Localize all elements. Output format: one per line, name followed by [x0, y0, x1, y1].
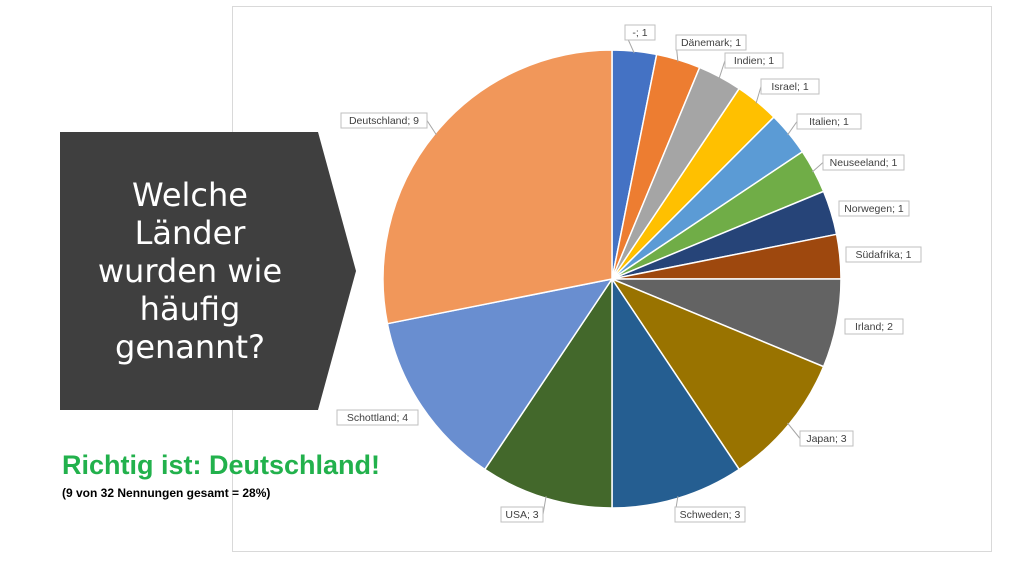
data-label: Indien; 1 [724, 52, 784, 69]
leader-line [542, 496, 547, 515]
pie-slice-schweden [611, 276, 741, 509]
answer-note: (9 von 32 Nennungen gesamt = 28%) [62, 486, 271, 500]
data-label-box [822, 154, 905, 171]
question-text: Welche Länder wurden wie häufig genannt? [60, 132, 320, 410]
question-line: wurden wie [97, 252, 283, 290]
data-label: Japan; 3 [799, 430, 854, 447]
callout-arrow-shape [60, 132, 356, 410]
answer-heading: Richtig ist: Deutschland! [62, 450, 381, 480]
pie-slice-schottland [386, 277, 614, 471]
data-label-box [340, 112, 428, 129]
data-label: Norwegen; 1 [838, 200, 910, 217]
data-label-text: Neuseeland; 1 [830, 157, 898, 169]
data-label-text: Irland; 2 [855, 321, 893, 333]
question-line: genannt? [115, 328, 265, 366]
data-label-box [838, 200, 910, 217]
leader-line [787, 422, 801, 439]
data-label-text: Südafrika; 1 [855, 249, 911, 261]
data-label: Italien; 1 [796, 113, 862, 130]
data-label-box [760, 78, 820, 95]
data-label: Israel; 1 [760, 78, 820, 95]
data-label-box [796, 113, 862, 130]
data-label-text: USA; 3 [505, 509, 538, 521]
data-label-box [724, 52, 784, 69]
leader-line [718, 60, 726, 79]
data-label-box [624, 24, 656, 41]
data-label-text: Israel; 1 [771, 81, 809, 93]
pie-slices [382, 49, 842, 509]
data-label: USA; 3 [500, 506, 544, 523]
data-label: Südafrika; 1 [845, 246, 922, 263]
data-label-box [675, 34, 747, 51]
data-label: Neuseeland; 1 [822, 154, 905, 171]
data-label-box [674, 506, 746, 523]
data-labels: -; 1 Dänemark; 1 Indien; 1 Israel; 1 Italien… [336, 24, 922, 523]
data-label: Schottland; 4 [336, 409, 419, 426]
question-line: Welche [132, 176, 248, 214]
data-label-text: -; 1 [632, 27, 647, 39]
chart-area: -; 1 Dänemark; 1 Indien; 1 Israel; 1 Italien… [232, 6, 992, 552]
data-label: -; 1 [624, 24, 656, 41]
pie-slice-deutschland [382, 49, 613, 325]
data-label-box [844, 318, 904, 335]
data-label-text: Dänemark; 1 [681, 37, 741, 49]
data-label-text: Italien; 1 [809, 116, 849, 128]
data-label: Irland; 2 [844, 318, 904, 335]
data-label: Schweden; 3 [674, 506, 746, 523]
data-label: Deutschland; 9 [340, 112, 428, 129]
leader-line [811, 162, 824, 173]
data-label-text: Norwegen; 1 [844, 203, 904, 215]
data-label-text: Deutschland; 9 [349, 115, 419, 127]
question-callout: Welche Länder wurden wie häufig genannt? [60, 132, 358, 410]
data-label-text: Schottland; 4 [347, 412, 408, 424]
question-line: häufig [139, 290, 241, 328]
leader-line [787, 121, 798, 136]
data-label-box [845, 246, 922, 263]
leader-line [755, 86, 762, 104]
leader-line [426, 120, 437, 136]
pie-chart: -; 1 Dänemark; 1 Indien; 1 Israel; 1 Italien… [336, 24, 922, 523]
data-label-box [500, 506, 544, 523]
data-label-text: Indien; 1 [734, 55, 774, 67]
data-label-text: Japan; 3 [806, 433, 846, 445]
data-label-box [336, 409, 419, 426]
data-label-box [799, 430, 854, 447]
data-label: Dänemark; 1 [675, 34, 747, 51]
data-label-text: Schweden; 3 [680, 509, 741, 521]
question-line: Länder [134, 214, 246, 252]
